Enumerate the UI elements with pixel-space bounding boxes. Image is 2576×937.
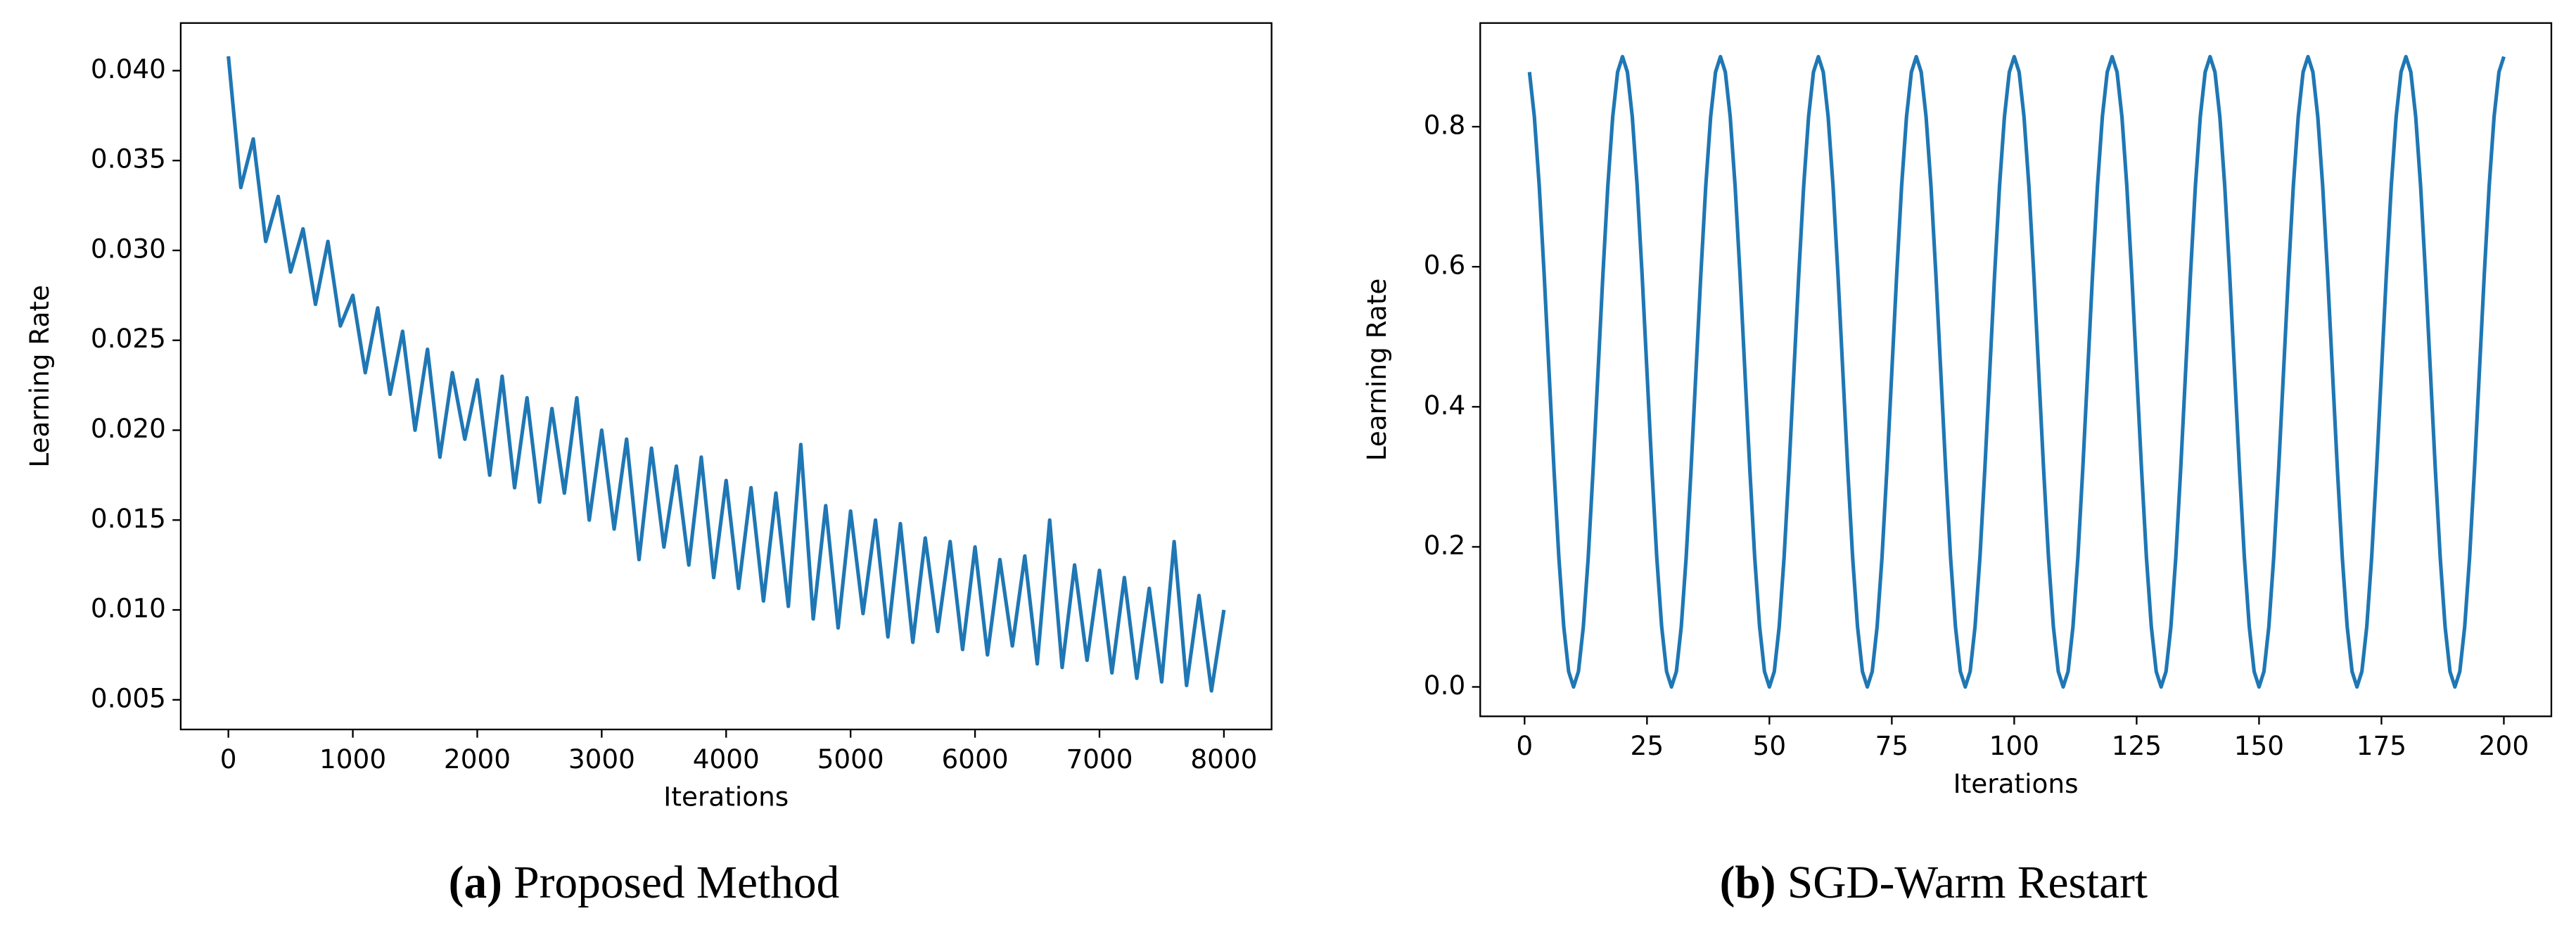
y-tick-label: 0.8	[1424, 110, 1465, 141]
caption-label: (a)	[449, 858, 502, 908]
x-axis-label: Iterations	[1953, 768, 2079, 799]
x-tick-label: 75	[1875, 730, 1909, 761]
y-tick-label: 0.4	[1424, 390, 1465, 421]
x-tick-label: 0	[220, 744, 237, 775]
y-tick-label: 0.0	[1424, 670, 1465, 701]
y-tick-label: 0.030	[91, 233, 166, 264]
x-tick-label: 25	[1631, 730, 1664, 761]
y-tick-label: 0.025	[91, 323, 166, 354]
x-tick-label: 7000	[1066, 744, 1133, 775]
x-tick-label: 150	[2234, 730, 2284, 761]
axes-frame	[179, 22, 1273, 731]
x-axis-label: Iterations	[663, 782, 789, 812]
axes-frame	[1479, 22, 2553, 718]
y-tick-label: 0.6	[1424, 250, 1465, 281]
y-tick-label: 0.040	[91, 53, 166, 84]
x-tick-label: 0	[1516, 730, 1533, 761]
caption-label: (b)	[1720, 858, 1776, 908]
x-tick-label: 6000	[942, 744, 1009, 775]
x-tick-label: 3000	[568, 744, 635, 775]
y-tick-label: 0.010	[91, 593, 166, 624]
x-tick-label: 8000	[1190, 744, 1257, 775]
y-tick-label: 0.035	[91, 144, 166, 174]
x-tick-label: 5000	[817, 744, 884, 775]
data-line	[1527, 54, 2506, 689]
y-axis-label: Learning Rate	[24, 285, 55, 468]
x-tick-label: 50	[1753, 730, 1787, 761]
y-tick-label: 0.2	[1424, 530, 1465, 561]
x-tick-label: 4000	[693, 744, 760, 775]
y-tick-label: 0.005	[91, 682, 166, 713]
x-tick-label: 200	[2479, 730, 2529, 761]
x-tick-label: 125	[2112, 730, 2162, 761]
y-tick-label: 0.015	[91, 503, 166, 534]
x-tick-label: 175	[2357, 730, 2406, 761]
caption: (a) Proposed Method	[449, 858, 840, 908]
caption-text: Proposed Method	[514, 858, 839, 908]
data-line	[227, 56, 1226, 693]
caption: (b) SGD-Warm Restart	[1720, 858, 2148, 908]
x-tick-label: 100	[1989, 730, 2039, 761]
x-tick-label: 1000	[319, 744, 386, 775]
y-tick-label: 0.020	[91, 413, 166, 444]
x-tick-label: 2000	[444, 744, 511, 775]
y-axis-label: Learning Rate	[1361, 279, 1392, 461]
caption-text: SGD-Warm Restart	[1787, 858, 2148, 908]
